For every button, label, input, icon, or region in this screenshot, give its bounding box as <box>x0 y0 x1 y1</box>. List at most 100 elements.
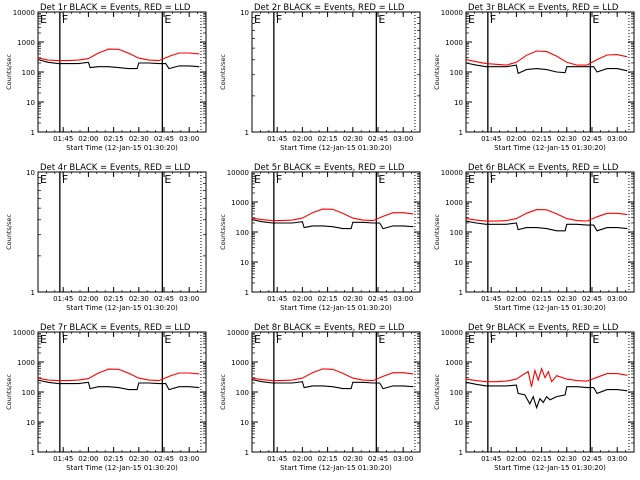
y-tick-label: 1000 <box>445 199 463 207</box>
x-tick-label: 03:00 <box>179 135 199 143</box>
x-tick-label: 02:00 <box>506 135 526 143</box>
event-marker-label: F <box>490 333 496 346</box>
event-marker-label: E <box>378 13 385 26</box>
x-tick-label: 02:30 <box>557 295 577 303</box>
plot-frame <box>465 331 635 453</box>
x-tick-label: 02:00 <box>292 295 312 303</box>
y-tick-label: 10 <box>454 259 463 267</box>
y-tick-label: 1000 <box>231 199 249 207</box>
y-tick-label: 10 <box>26 169 35 177</box>
y-tick-label: 1 <box>459 449 463 457</box>
y-tick-label: 100 <box>22 389 35 397</box>
event-marker-label: E <box>468 333 475 346</box>
detector-panel: Det 8r BLACK = Events, RED = LLD Counts/s… <box>219 323 421 472</box>
x-tick-label: 02:30 <box>129 455 149 463</box>
lld-rate-series-line <box>38 368 200 382</box>
x-tick-label: 02:45 <box>582 455 602 463</box>
y-tick-label: 10000 <box>441 9 463 17</box>
y-tick-label: 1000 <box>445 359 463 367</box>
event-marker-label: F <box>62 333 68 346</box>
event-marker-label: E <box>254 173 261 186</box>
x-tick-label: 01:45 <box>481 295 501 303</box>
event-rate-series-line <box>466 381 628 410</box>
event-rate-series-line <box>252 219 414 230</box>
x-axis-label: Start Time (12-Jan-15 01:30:20) <box>494 304 606 312</box>
y-tick-label: 10 <box>454 419 463 427</box>
x-axis-label: Start Time (12-Jan-15 01:30:20) <box>280 464 392 472</box>
x-tick-label: 02:00 <box>292 455 312 463</box>
y-tick-label: 10 <box>454 99 463 107</box>
panel-title: Det 3r BLACK = Events, RED = LLD <box>468 3 619 13</box>
y-tick-label: 100 <box>236 389 249 397</box>
lld-rate-series-line <box>38 48 200 62</box>
event-marker-label: E <box>592 173 599 186</box>
y-tick-label: 1 <box>245 289 249 297</box>
event-marker-label: E <box>164 13 171 26</box>
lld-rate-series-line <box>252 208 414 222</box>
y-tick-label: 10000 <box>227 169 249 177</box>
y-tick-label: 10000 <box>13 329 35 337</box>
panel-title: Det 8r BLACK = Events, RED = LLD <box>254 323 405 333</box>
detector-panel: Det 3r BLACK = Events, RED = LLD Counts/s… <box>433 3 635 152</box>
x-axis-label: Start Time (12-Jan-15 01:30:20) <box>280 144 392 152</box>
x-tick-label: 01:45 <box>53 135 73 143</box>
event-marker-label: E <box>254 13 261 26</box>
lld-rate-series-line <box>466 209 628 222</box>
detector-panel: Det 4r BLACK = Events, RED = LLD Counts/s… <box>5 163 207 312</box>
x-axis-label: Start Time (12-Jan-15 01:30:20) <box>66 304 178 312</box>
x-tick-label: 03:00 <box>607 135 627 143</box>
event-marker-label: F <box>62 13 68 26</box>
y-axis-label: Counts/sec <box>219 54 227 90</box>
x-tick-label: 02:00 <box>506 455 526 463</box>
x-tick-label: 01:45 <box>53 295 73 303</box>
detector-panel: Det 9r BLACK = Events, RED = LLD Counts/s… <box>433 323 635 472</box>
x-tick-label: 02:45 <box>368 135 388 143</box>
plot-frame <box>251 331 421 453</box>
event-marker-label: F <box>490 173 496 186</box>
plot-frame <box>465 171 635 293</box>
event-marker-label: F <box>276 333 282 346</box>
event-marker-label: E <box>592 13 599 26</box>
x-axis-label: Start Time (12-Jan-15 01:30:20) <box>494 464 606 472</box>
x-tick-label: 02:15 <box>318 455 338 463</box>
x-tick-label: 02:00 <box>78 135 98 143</box>
x-tick-label: 01:45 <box>267 455 287 463</box>
x-tick-label: 02:00 <box>78 455 98 463</box>
y-tick-label: 10000 <box>13 9 35 17</box>
lld-rate-series-line <box>466 50 628 66</box>
event-marker-label: F <box>276 173 282 186</box>
x-tick-label: 02:30 <box>557 455 577 463</box>
event-marker-label: F <box>490 13 496 26</box>
x-tick-label: 03:00 <box>393 135 413 143</box>
x-tick-label: 01:45 <box>267 295 287 303</box>
x-tick-label: 02:00 <box>292 135 312 143</box>
y-axis-label: Counts/sec <box>433 54 441 90</box>
x-tick-label: 02:15 <box>104 295 124 303</box>
x-tick-label: 02:45 <box>154 135 174 143</box>
event-rate-series-line <box>252 379 414 390</box>
x-tick-label: 02:15 <box>532 455 552 463</box>
event-marker-label: E <box>40 333 47 346</box>
event-marker-label: E <box>164 173 171 186</box>
y-tick-label: 1 <box>459 129 463 137</box>
y-tick-label: 10000 <box>441 329 463 337</box>
x-tick-label: 02:30 <box>129 135 149 143</box>
x-tick-label: 02:30 <box>343 455 363 463</box>
y-tick-label: 1 <box>245 129 249 137</box>
x-tick-label: 01:45 <box>53 455 73 463</box>
panel-title: Det 9r BLACK = Events, RED = LLD <box>468 323 619 333</box>
y-axis-label: Counts/sec <box>5 374 13 410</box>
y-axis-label: Counts/sec <box>433 214 441 250</box>
y-tick-label: 1000 <box>231 359 249 367</box>
x-tick-label: 03:00 <box>393 455 413 463</box>
event-marker-label: E <box>592 333 599 346</box>
y-tick-label: 10 <box>240 259 249 267</box>
x-tick-label: 02:45 <box>154 455 174 463</box>
plot-frame <box>465 11 635 133</box>
y-axis-label: Counts/sec <box>219 374 227 410</box>
detector-panel: Det 5r BLACK = Events, RED = LLD Counts/s… <box>219 163 421 312</box>
x-tick-label: 02:45 <box>368 455 388 463</box>
x-tick-label: 02:30 <box>343 295 363 303</box>
y-tick-label: 10 <box>26 99 35 107</box>
